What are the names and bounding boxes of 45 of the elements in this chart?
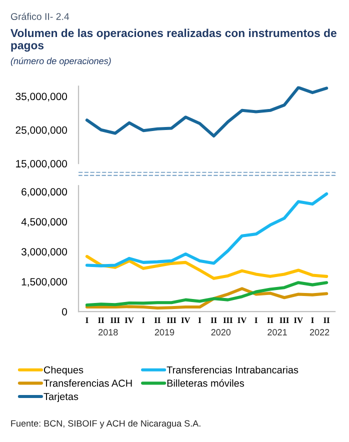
x-tick-label: I	[142, 317, 145, 323]
text: 2022	[310, 329, 330, 336]
y-tick-label: 1,500,000	[22, 278, 68, 287]
x-tick-label: III	[166, 317, 176, 323]
legend-label: Tarjetas	[44, 392, 78, 402]
y-tick-label: 3,000,000	[21, 248, 68, 257]
x-tick-label: IV	[294, 317, 303, 324]
x-tick-label: IV	[124, 317, 134, 324]
y-tick-label: 15,000,000	[16, 160, 68, 169]
legend-label: Billeteras móviles	[167, 379, 244, 387]
line-series	[85, 281, 328, 307]
line-series	[85, 254, 328, 280]
x-tick-label: III	[110, 317, 120, 323]
x-tick-label: III	[223, 317, 233, 323]
legend-label: Transferencias Intrabancarias	[166, 366, 298, 374]
x-tick-label: IV	[181, 317, 190, 324]
legend-label: Transferencias ACH	[44, 379, 132, 387]
legend-label: Cheques	[44, 366, 84, 376]
x-tick-label: III	[280, 317, 289, 323]
x-tick-label: II	[324, 317, 330, 323]
y-tick-label: 25,000,000	[16, 126, 68, 136]
y-tick-label: 4,500,000	[21, 218, 68, 227]
source-note: Fuente: BCN, SIBOIF y ACH de Nicaragua S.A.	[11, 420, 200, 428]
text: 2018	[98, 329, 118, 336]
line-series	[85, 192, 328, 268]
x-tick-label: II	[267, 317, 274, 323]
text: 2021	[268, 329, 287, 336]
x-tick-label: I	[86, 317, 88, 323]
x-tick-label: II	[210, 317, 217, 323]
x-tick-label: II	[154, 317, 160, 323]
x-tick-label: I	[198, 317, 202, 323]
chart-subtitle: (número de operaciones)	[10, 57, 111, 66]
text: Gráfico II- 2.4	[10, 12, 70, 20]
x-tick-label: IV	[238, 317, 247, 324]
line-series	[85, 86, 328, 138]
y-tick-label: 0	[62, 308, 68, 316]
text: 2019	[154, 329, 174, 336]
x-tick-label: I	[311, 317, 314, 323]
line-series	[85, 287, 328, 310]
y-tick-label: 35,000,000	[16, 92, 68, 102]
x-tick-label: II	[98, 317, 104, 323]
text: 2020	[211, 329, 231, 336]
chart-title: Volumen de las operaciones realizadas con instrumentos de pagos	[10, 28, 336, 52]
y-tick-label: 6,000,000	[22, 188, 68, 197]
x-tick-label: I	[254, 317, 258, 323]
